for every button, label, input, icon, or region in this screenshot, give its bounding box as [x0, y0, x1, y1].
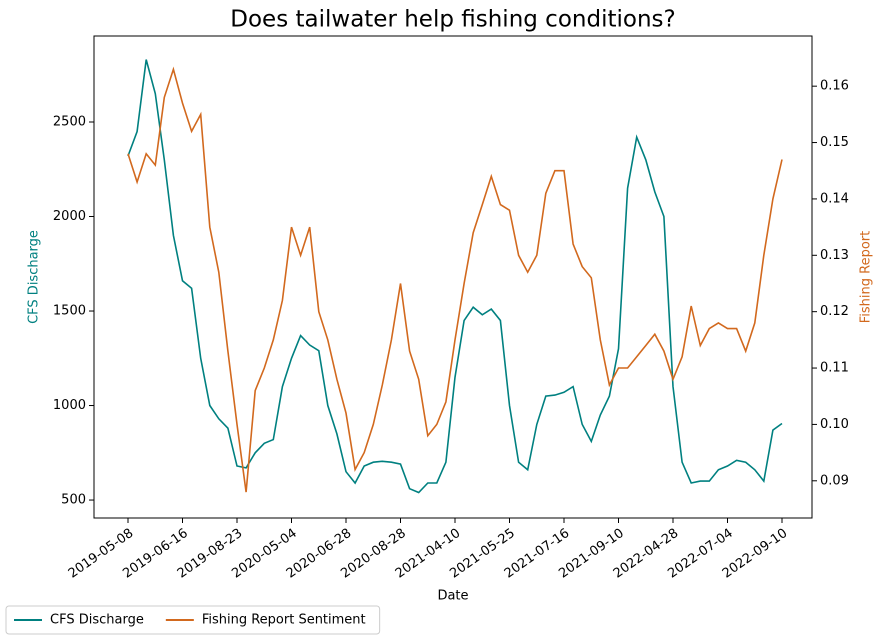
x-axis-label: Date: [437, 589, 468, 604]
y2-tick-label: 0.09: [820, 473, 849, 488]
y2-tick-label: 0.13: [820, 248, 849, 263]
chart-title: Does tailwater help fishing conditions?: [230, 7, 675, 33]
y2-axis-label: Fishing Report: [859, 231, 874, 324]
y-tick-label: 2500: [53, 115, 86, 130]
y2-tick-label: 0.14: [820, 191, 849, 206]
series-line: [127, 66, 783, 493]
y2-tick-label: 0.15: [820, 135, 849, 150]
y2-tick-label: 0.16: [820, 79, 849, 94]
y2-tick-label: 0.11: [820, 361, 849, 376]
y2-tick-label: 0.12: [820, 304, 849, 319]
legend-label: CFS Discharge: [50, 613, 144, 628]
plot-frame: [93, 35, 813, 519]
y-tick-label: 1000: [53, 398, 86, 413]
y2-tick-label: 0.10: [820, 417, 849, 432]
series-line: [127, 59, 783, 494]
y-axis-label: CFS Discharge: [27, 230, 42, 324]
y-tick-label: 500: [61, 493, 86, 508]
legend-label: Fishing Report Sentiment: [202, 613, 366, 628]
y-tick-label: 1500: [53, 304, 86, 319]
y-tick-label: 2000: [53, 209, 86, 224]
